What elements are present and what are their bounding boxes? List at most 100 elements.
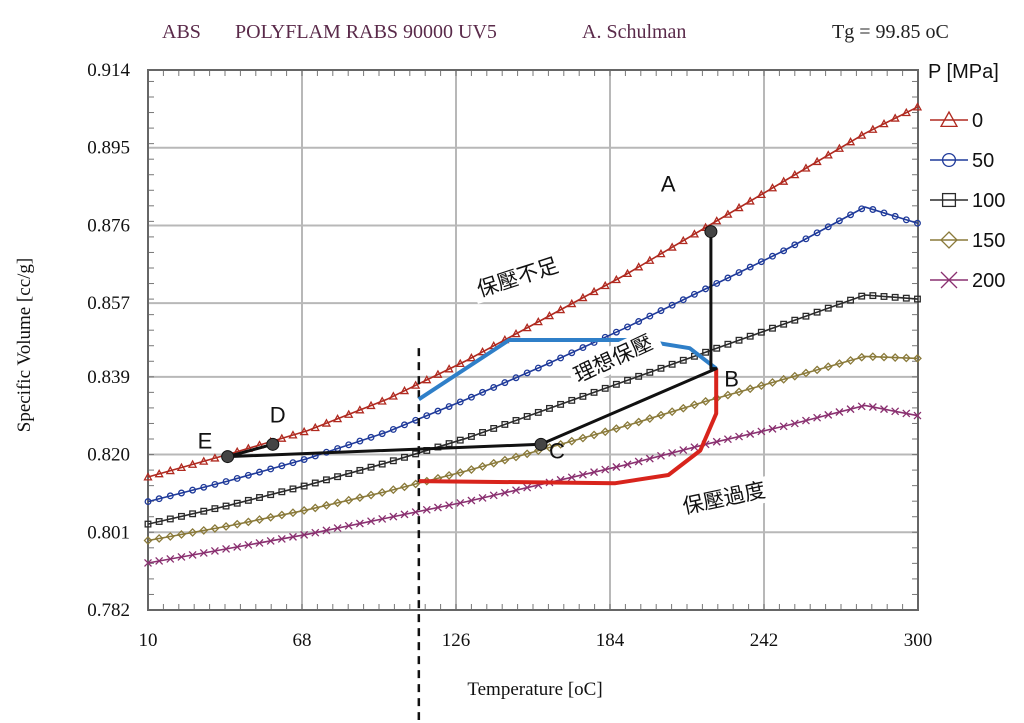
data-point [478,493,487,502]
data-point [734,387,744,397]
data-point [433,369,443,378]
data-point [445,440,453,448]
data-point [255,515,264,525]
data-point [333,498,342,508]
data-point [277,510,287,520]
data-point [802,235,810,243]
data-point [624,323,631,331]
data-point [322,476,330,484]
data-point [590,388,598,396]
data-point [389,512,398,521]
data-point [724,274,732,282]
data-point [812,156,822,166]
data-point [756,381,766,391]
legend-marker [940,271,958,289]
data-point [366,490,376,500]
data-point [780,320,788,328]
data-point [624,376,631,384]
data-point [399,385,410,395]
data-point [646,368,654,376]
data-point [556,304,566,314]
data-point [769,324,776,332]
data-point [891,293,899,301]
data-point [344,409,354,418]
data-point [823,362,833,372]
data-point [768,424,777,433]
data-point [199,456,209,465]
data-point [880,209,888,217]
data-point [478,461,487,471]
data-point [522,449,532,459]
data-point [645,255,655,264]
data-point [702,348,710,356]
data-point [869,292,877,300]
point-a-dot [704,225,718,239]
data-point [780,247,788,255]
data-point [522,322,532,332]
data-point [490,424,498,432]
data-point [378,514,387,523]
data-point [746,263,754,271]
data-point [801,368,811,378]
data-point [311,479,319,487]
data-point [377,488,387,497]
legend-label: 200 [972,270,1005,292]
y-tick-label: 0.857 [87,293,130,314]
data-point [300,530,309,539]
data-point [155,495,163,503]
data-point [612,328,620,336]
data-point [177,530,186,539]
data-point [668,448,677,457]
data-point [356,466,364,474]
data-point [578,470,587,479]
data-point [600,427,610,437]
data-point [267,465,275,473]
data-point [767,183,778,192]
data-point [546,404,553,412]
data-point [813,229,821,237]
data-point [355,405,365,414]
data-point [657,364,665,372]
region-label-backing [676,475,776,521]
data-point [155,518,163,525]
x-tick-label: 300 [904,630,933,651]
data-point [790,371,800,381]
data-point [914,219,921,227]
data-point [222,478,230,485]
data-point [779,374,789,384]
data-point [902,409,911,418]
data-point [388,391,398,400]
data-point [210,453,220,462]
data-point [366,400,376,410]
data-point [289,459,297,467]
header-product: POLYFLAM RABS 90000 UV5 [235,21,497,43]
data-point [388,485,398,495]
data-point [678,235,688,245]
data-point [656,410,666,420]
data-point [901,353,911,363]
data-point [165,465,175,475]
x-axis-label: Temperature [oC] [467,679,602,700]
data-point [479,429,487,436]
data-point [534,408,542,416]
path-ideal [226,231,718,459]
data-point [601,465,610,474]
y-tick-label: 0.839 [87,367,130,388]
data-point [645,414,655,423]
data-point [144,558,152,567]
data-point [724,340,732,348]
data-point [847,296,855,304]
data-point [456,436,464,444]
data-point [289,532,297,541]
path-excessive [418,368,719,486]
data-point [801,416,810,425]
data-point [635,318,643,325]
data-point [378,430,386,438]
data-point [568,396,576,404]
legend: P [MPa] 0 50 100 150 200 [928,61,1005,292]
data-point [623,460,632,469]
data-point [746,332,754,340]
data-point [745,384,755,394]
legend-marker [939,110,959,128]
data-point [891,407,900,416]
